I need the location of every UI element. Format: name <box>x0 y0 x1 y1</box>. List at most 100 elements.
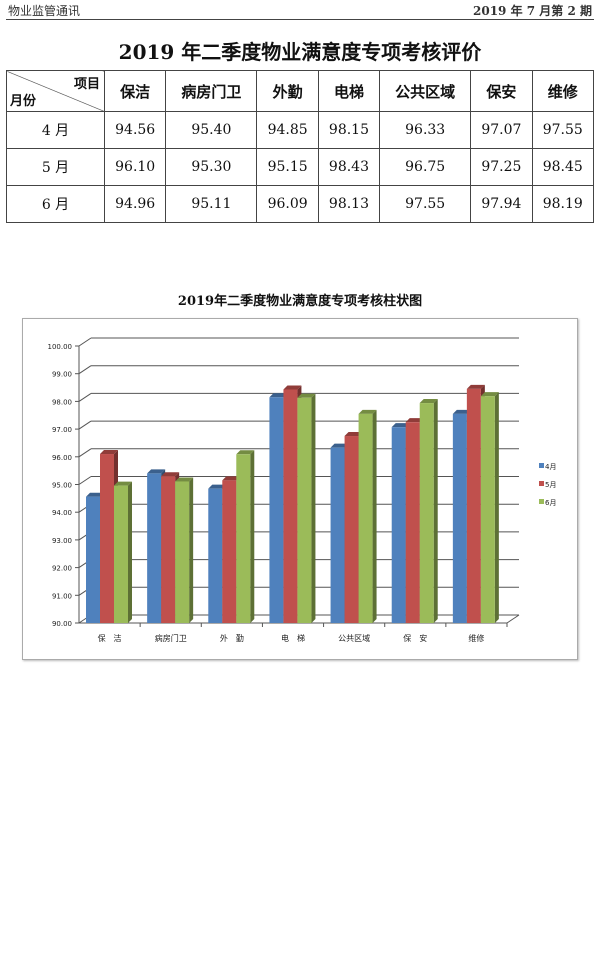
bar-top <box>283 385 302 390</box>
chart-frame: 90.00 91.00 92.00 93.00 94.00 95.00 96.00 97.00… <box>22 318 578 660</box>
issue-date: 2019 年 7 月第 2 期 <box>473 4 592 18</box>
bar <box>358 413 373 623</box>
cell: 94.56 <box>103 111 167 149</box>
table-row: 5 月 96.10 95.30 95.15 98.43 96.75 97.25 98.45 <box>6 148 595 186</box>
y-tick-label: 100.00 <box>48 343 73 351</box>
chart-title: 2019年二季度物业满意度专项考核柱状图 <box>177 294 423 309</box>
bar <box>391 427 406 623</box>
column-header: 保洁 <box>103 70 167 112</box>
cell: 95.40 <box>165 111 258 149</box>
gridline-diagonal <box>78 365 92 375</box>
column-header: 外勤 <box>256 70 319 112</box>
bar-top <box>236 450 255 455</box>
bar <box>269 397 284 623</box>
y-tick-label: 92.00 <box>52 565 72 573</box>
y-tick-label: 97.00 <box>52 426 72 434</box>
y-tick-label: 95.00 <box>52 482 72 490</box>
cell: 95.11 <box>165 185 258 223</box>
x-tick-label: 外 勤 <box>220 633 244 643</box>
cell: 98.45 <box>531 148 595 186</box>
bar <box>236 454 251 623</box>
y-tick-label: 98.00 <box>52 398 72 406</box>
x-tick-label: 保 洁 <box>98 633 122 643</box>
header-divider <box>6 19 594 20</box>
y-tick-label: 94.00 <box>52 509 72 517</box>
column-header: 公共区域 <box>379 70 472 112</box>
bar-top <box>466 384 485 389</box>
bar <box>222 480 237 623</box>
bar-side <box>128 481 132 623</box>
gridline-diagonal <box>78 448 92 458</box>
bar-top <box>147 469 166 474</box>
row-label: 5 月 <box>6 148 105 186</box>
bar-side <box>372 409 377 623</box>
bar <box>405 422 420 623</box>
page-title: 2019 年二季度物业满意度专项考核评价 <box>118 40 482 64</box>
bar-top <box>86 492 104 497</box>
cell: 97.55 <box>531 111 595 149</box>
bar-top <box>391 423 410 428</box>
y-tick-label: 91.00 <box>52 592 72 600</box>
cell: 97.07 <box>470 111 533 149</box>
legend-label: 4月 <box>545 463 556 471</box>
bar-top <box>297 393 316 398</box>
bar-side <box>311 393 316 623</box>
bar-top <box>344 432 363 437</box>
bar-top <box>208 484 227 489</box>
corner-cell: 项目月份 <box>6 70 105 112</box>
bar <box>175 481 190 623</box>
bar-side <box>494 392 499 623</box>
gridline-diagonal <box>78 476 92 485</box>
legend-label: 6月 <box>545 499 556 507</box>
column-header: 电梯 <box>317 70 381 112</box>
bar <box>466 388 481 623</box>
cell: 95.15 <box>256 148 319 186</box>
corner-top-label: 项目 <box>73 77 100 92</box>
row-label: 4 月 <box>6 111 105 149</box>
column-header: 维修 <box>531 70 595 112</box>
bar-top <box>358 409 377 414</box>
bar <box>344 436 359 623</box>
bar <box>86 496 100 623</box>
cell: 98.13 <box>317 185 381 223</box>
publication-name: 物业监管通讯 <box>8 4 81 18</box>
gridline-diagonal <box>78 337 92 347</box>
cell: 98.15 <box>317 111 381 149</box>
cell: 97.55 <box>379 185 472 223</box>
cell: 97.25 <box>470 148 533 186</box>
bar-top <box>100 450 118 455</box>
bar <box>330 447 345 623</box>
cell: 96.75 <box>379 148 472 186</box>
table-row: 6 月 94.96 95.11 96.09 98.13 97.55 97.94 98.19 <box>6 185 595 223</box>
cell: 96.10 <box>103 148 167 186</box>
cell: 95.30 <box>165 148 258 186</box>
bar-top <box>419 399 438 404</box>
bar <box>161 476 176 623</box>
y-tick-label: 93.00 <box>52 537 72 545</box>
bar-side <box>189 477 194 623</box>
bar-side <box>433 399 438 623</box>
bar <box>147 473 162 623</box>
cell: 94.96 <box>103 185 167 223</box>
bar-top <box>161 472 180 477</box>
bar <box>283 389 298 623</box>
table-row: 4 月 94.56 95.40 94.85 98.15 96.33 97.07 97.55 <box>6 111 595 149</box>
bar <box>100 454 114 623</box>
y-tick-label: 96.00 <box>52 454 72 462</box>
bar-top <box>480 392 499 397</box>
bar-top <box>222 476 241 481</box>
column-header: 保安 <box>470 70 533 112</box>
bar <box>114 485 128 623</box>
cell: 98.19 <box>531 185 595 223</box>
y-tick-label: 99.00 <box>52 371 72 379</box>
cell: 96.33 <box>379 111 472 149</box>
legend-swatch <box>539 481 544 486</box>
bar-top <box>452 409 471 414</box>
corner-bottom-label: 月份 <box>10 94 37 109</box>
table-header-row: 项目 月份 保洁 病房门卫 外勤 电梯 公共区域 保安 维修 <box>6 70 595 112</box>
legend-swatch <box>539 463 544 468</box>
bar <box>297 397 312 623</box>
cell: 94.85 <box>256 111 319 149</box>
bar-side <box>250 450 255 623</box>
